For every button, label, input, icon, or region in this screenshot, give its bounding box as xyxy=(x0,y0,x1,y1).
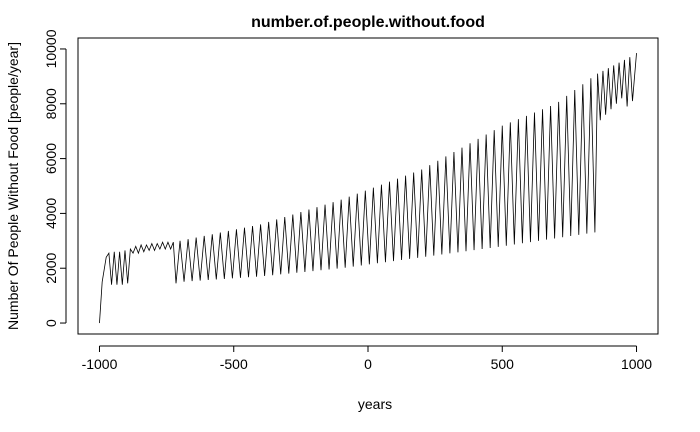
plot-frame xyxy=(77,37,659,335)
y-tick-label: 8000 xyxy=(43,88,59,119)
x-tick-label: 500 xyxy=(491,356,515,372)
x-tick-label: -1000 xyxy=(82,356,118,372)
y-tick-label: 4000 xyxy=(43,198,59,229)
chart-title: number.of.people.without.food xyxy=(251,14,485,31)
y-tick-label: 0 xyxy=(43,319,59,327)
y-tick-label: 10000 xyxy=(43,29,59,68)
x-tick-label: 1000 xyxy=(621,356,652,372)
y-tick-label: 6000 xyxy=(43,143,59,174)
data-line xyxy=(99,53,637,324)
x-axis-label: years xyxy=(358,396,392,412)
y-tick-label: 2000 xyxy=(43,252,59,283)
x-tick-label: 0 xyxy=(364,356,372,372)
y-axis-label: Number Of People Without Food [people/ye… xyxy=(5,42,21,330)
x-tick-label: -500 xyxy=(220,356,248,372)
